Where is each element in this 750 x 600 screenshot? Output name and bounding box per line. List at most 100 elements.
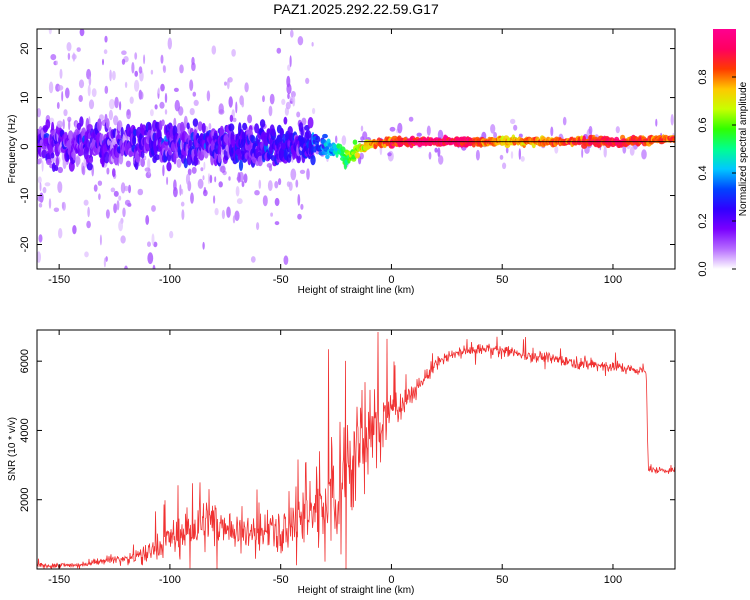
spectrogram-cell (150, 109, 154, 117)
spectrogram-cell (268, 165, 273, 172)
spectrogram-cell (286, 181, 291, 187)
spectrogram-cell (164, 109, 168, 115)
x-tick-label: 50 (496, 274, 508, 286)
spectrogram-cell (68, 119, 71, 131)
spectrogram-cell (125, 160, 131, 168)
spectrogram-cell (153, 241, 158, 248)
spectrogram-heatmap (37, 15, 675, 315)
spectrogram-cell (49, 308, 53, 315)
spectrogram-cell (312, 107, 316, 115)
spectrogram-cell (113, 203, 117, 214)
spectrogram-cell (48, 29, 52, 35)
spectrogram-cell (287, 64, 291, 71)
spectrogram-cell (505, 147, 509, 154)
spectrogram-cell (236, 176, 241, 182)
snr-x-axis-label: Height of straight line (km) (298, 585, 415, 596)
spectrogram-cell (188, 139, 193, 147)
spectrogram-cell (281, 98, 286, 105)
spectrogram-cell (166, 176, 169, 186)
spectrogram-cell (126, 109, 131, 116)
spectrogram-cell (297, 194, 301, 206)
spectrogram-cell (416, 132, 422, 137)
spectrogram-cell (105, 118, 110, 129)
spectrogram-cell (200, 167, 204, 172)
colorbar-ticks: 0.0 0.2 0.4 0.6 0.8 (697, 69, 736, 277)
spectrogram-cell (124, 199, 131, 206)
spectrogram-cell (588, 125, 593, 135)
spectrogram-cell (228, 96, 233, 108)
spectrogram-cell (78, 79, 85, 89)
spectrogram-cell (145, 215, 150, 225)
spectrogram-cell (88, 157, 94, 164)
spectrogram-cell (290, 91, 296, 98)
spectrogram-cell (59, 68, 63, 79)
spectrogram-cell (176, 158, 182, 168)
spectrogram-cell (244, 82, 249, 93)
spectrogram-cell (38, 234, 43, 243)
colorbar-tick-label: 0.0 (697, 261, 709, 276)
spectrogram-cell (232, 215, 236, 224)
spectrogram-cell (490, 124, 496, 134)
spectrogram-cell (387, 152, 392, 157)
spectrogram-cell (224, 81, 227, 86)
spectrogram-cell (238, 159, 244, 172)
spectrogram-cell (231, 49, 236, 57)
spectrogram-cell (118, 220, 123, 232)
spectrogram-cell (300, 203, 304, 210)
colorbar-label: Normalized spectral amplitude (738, 81, 749, 216)
x-tick-label: -50 (273, 274, 289, 286)
spectrogram-cell (336, 143, 343, 149)
x-tick-label: -150 (48, 574, 70, 586)
spectrogram-cell (426, 125, 431, 136)
spectrogram-cell (113, 190, 119, 197)
spectrogram-cell (214, 207, 219, 216)
spectrogram-cell (434, 147, 438, 153)
spectrogram-cell (45, 119, 51, 130)
spectrogram-cell (134, 52, 138, 60)
spectrogram-cell (151, 205, 156, 212)
spectrogram-cell (201, 122, 206, 134)
spectrogram-cell (190, 192, 194, 204)
spectrogram-cell (257, 155, 264, 167)
spectrogram-cell (106, 167, 110, 175)
spectrogram-cell (289, 55, 292, 68)
spectrogram-cell (269, 93, 275, 105)
spectrogram-cell (58, 228, 63, 239)
spectrogram-cell (57, 166, 63, 174)
spectrogram-cell (232, 117, 237, 123)
spectrogram-cell (297, 213, 302, 220)
spectrogram-cell (243, 173, 248, 184)
x-tick-label: -50 (273, 574, 289, 586)
spectrogram-cell (305, 129, 312, 140)
spectrogram-cell (217, 153, 221, 164)
spectrogram-cell (258, 179, 262, 189)
snr-series-line (37, 331, 675, 569)
spectrogram-cell (147, 241, 151, 247)
spectrogram-cell (262, 195, 268, 207)
spectrogram-cell (283, 116, 288, 125)
spectrogram-cell (179, 184, 182, 197)
spectrogram-cell (203, 161, 206, 170)
spectrogram-cell (672, 138, 675, 141)
spectrogram-cell (112, 70, 116, 81)
spectrogram-cell (37, 108, 41, 118)
spectrogram-cell (103, 49, 108, 55)
spectrogram-cell (86, 162, 93, 171)
spectrogram-cell (278, 178, 282, 186)
spectrogram-cell (131, 62, 135, 74)
spectrogram-cell (72, 225, 77, 235)
spectrogram-cell (197, 178, 204, 189)
spectrogram-cell (99, 234, 102, 246)
spectrogram-cell (475, 149, 480, 161)
spectrogram-cell (79, 116, 84, 127)
spectrogram-cell (167, 37, 172, 50)
spectrogram-cell (622, 145, 627, 154)
spectrogram-cell (235, 101, 238, 114)
spectrogram-cell (335, 135, 338, 144)
spectrogram-cell (55, 15, 59, 20)
spectrogram-cell (56, 120, 63, 128)
spectrogram-cell (194, 157, 199, 166)
spectrogram-cell (134, 70, 138, 77)
spectrogram-cell (55, 156, 60, 168)
